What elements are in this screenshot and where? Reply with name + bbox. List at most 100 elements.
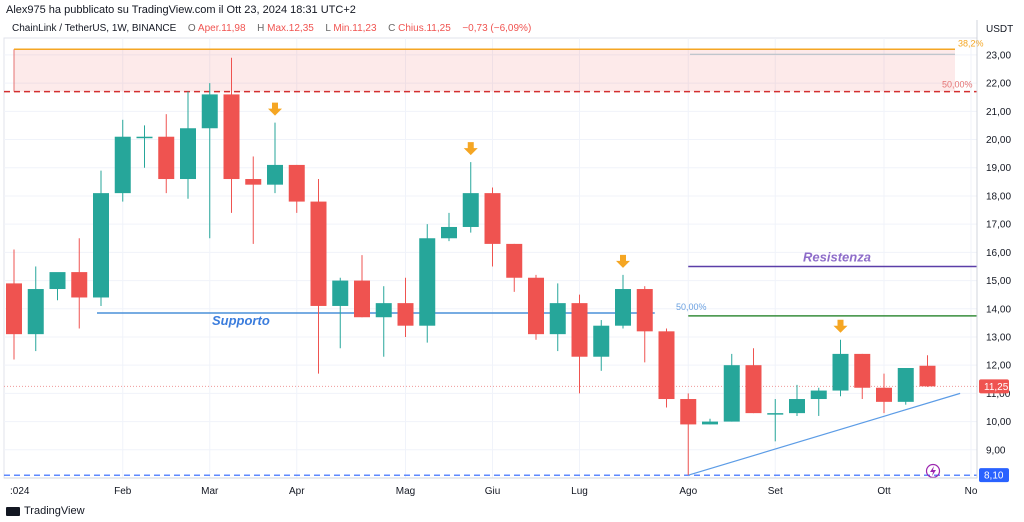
close-value: Chius.11,25 [398, 23, 451, 34]
candle-body [702, 421, 718, 425]
candle [397, 277, 414, 337]
fib-50-right-label: 50,00% [676, 302, 707, 312]
candle-body [49, 272, 66, 290]
y-tick-label: 21,00 [986, 107, 1011, 118]
candle [332, 277, 349, 349]
published-caption: Alex975 ha pubblicato su TradingView.com… [6, 4, 356, 16]
candle-body [354, 280, 370, 318]
candle [201, 83, 218, 239]
down-arrow-icon [463, 142, 478, 156]
candle-body [71, 272, 88, 298]
candle [310, 179, 327, 374]
candle-body [462, 193, 479, 227]
down-arrow-icon [616, 254, 630, 268]
candle-body [832, 353, 849, 391]
symbol-legend: ChainLink / TetherUS, 1W, BINANCE O Aper… [12, 23, 531, 34]
x-tick-label: Feb [114, 486, 132, 497]
y-axis: 9,00 10,00 11,00 12,00 13,00 14,00 15,00 16,00 1… [976, 20, 1011, 483]
candle [49, 272, 66, 301]
candle [462, 162, 479, 233]
candle-body [114, 136, 131, 194]
candle-body [680, 399, 697, 425]
x-tick-label: :024 [10, 486, 30, 497]
high-value: Max.12,35 [267, 23, 314, 34]
candle-body [876, 387, 892, 402]
candle [93, 170, 109, 306]
candle [267, 122, 283, 194]
supporto-label: Supporto [212, 313, 270, 328]
candle-body [658, 331, 675, 400]
candle [375, 286, 392, 357]
candle-body [549, 303, 566, 335]
levels: 38,2% 50,00% Supporto 50,00% Resistenza [4, 38, 984, 476]
candle [441, 212, 457, 242]
candle-body [267, 164, 283, 185]
candle-body [593, 325, 610, 357]
x-tick-label: Ott [877, 486, 891, 497]
candle [354, 255, 370, 318]
candle-body [158, 136, 175, 180]
candle-body [897, 368, 914, 402]
candle-body [767, 413, 784, 415]
candle-body [310, 201, 327, 306]
candle-body [27, 289, 44, 335]
candle-body [288, 164, 305, 202]
candle-body [223, 94, 240, 180]
candle-body [93, 193, 109, 298]
candle [593, 320, 610, 371]
candle-body [397, 303, 414, 326]
candles [6, 57, 936, 476]
footer-brand: TradingView [24, 505, 85, 517]
y-tick-label: 13,00 [986, 332, 1011, 343]
fib-38-label: 38,2% [958, 38, 984, 48]
x-tick-label: Mag [396, 486, 415, 497]
low-value: Min.11,23 [333, 23, 377, 34]
candle [745, 348, 762, 414]
candle [158, 114, 175, 194]
candle [615, 274, 631, 329]
last-price-badge-bg [979, 379, 1009, 394]
candle-body [854, 353, 871, 388]
candle [810, 387, 827, 416]
candle [680, 393, 697, 476]
candle [767, 399, 784, 442]
down-arrow-icon [833, 319, 848, 333]
candle-body [528, 277, 544, 335]
candle [876, 373, 892, 414]
symbol-name: ChainLink / TetherUS, 1W, BINANCE [12, 23, 177, 34]
y-tick-label: 14,00 [986, 304, 1011, 315]
candle [484, 187, 501, 267]
x-tick-label: Giu [485, 486, 501, 497]
candle [136, 125, 153, 168]
y-tick-label: 10,00 [986, 417, 1011, 428]
candle-body [636, 289, 653, 332]
candle [571, 294, 588, 394]
tradingview-logo-icon [6, 506, 20, 516]
candle [419, 224, 436, 343]
y-tick-label: 18,00 [986, 191, 1011, 202]
y-tick-label: 12,00 [986, 361, 1011, 372]
lightning-bolt-icon [930, 466, 936, 476]
candle [180, 91, 196, 199]
candle [832, 339, 849, 397]
candle-body [180, 128, 196, 180]
candle [854, 353, 871, 400]
close-label: C [388, 23, 396, 34]
currency-unit: USDT [986, 24, 1014, 35]
footer: TradingView [6, 505, 85, 517]
candle [919, 355, 936, 387]
low-price-badge-bg [979, 468, 1009, 483]
candle-body [136, 136, 153, 139]
candle-body [419, 238, 436, 326]
y-tick-label: 19,00 [986, 163, 1011, 174]
open-value: Aper.11,98 [197, 23, 246, 34]
candle [636, 286, 653, 363]
y-tick-label: 11,00 [986, 389, 1011, 400]
low-price-badge: 8,10 [984, 471, 1004, 482]
candle-body [919, 365, 936, 387]
candle [288, 164, 305, 213]
down-arrow-icon [268, 102, 282, 116]
candle [723, 353, 740, 422]
candle-body [810, 390, 827, 400]
